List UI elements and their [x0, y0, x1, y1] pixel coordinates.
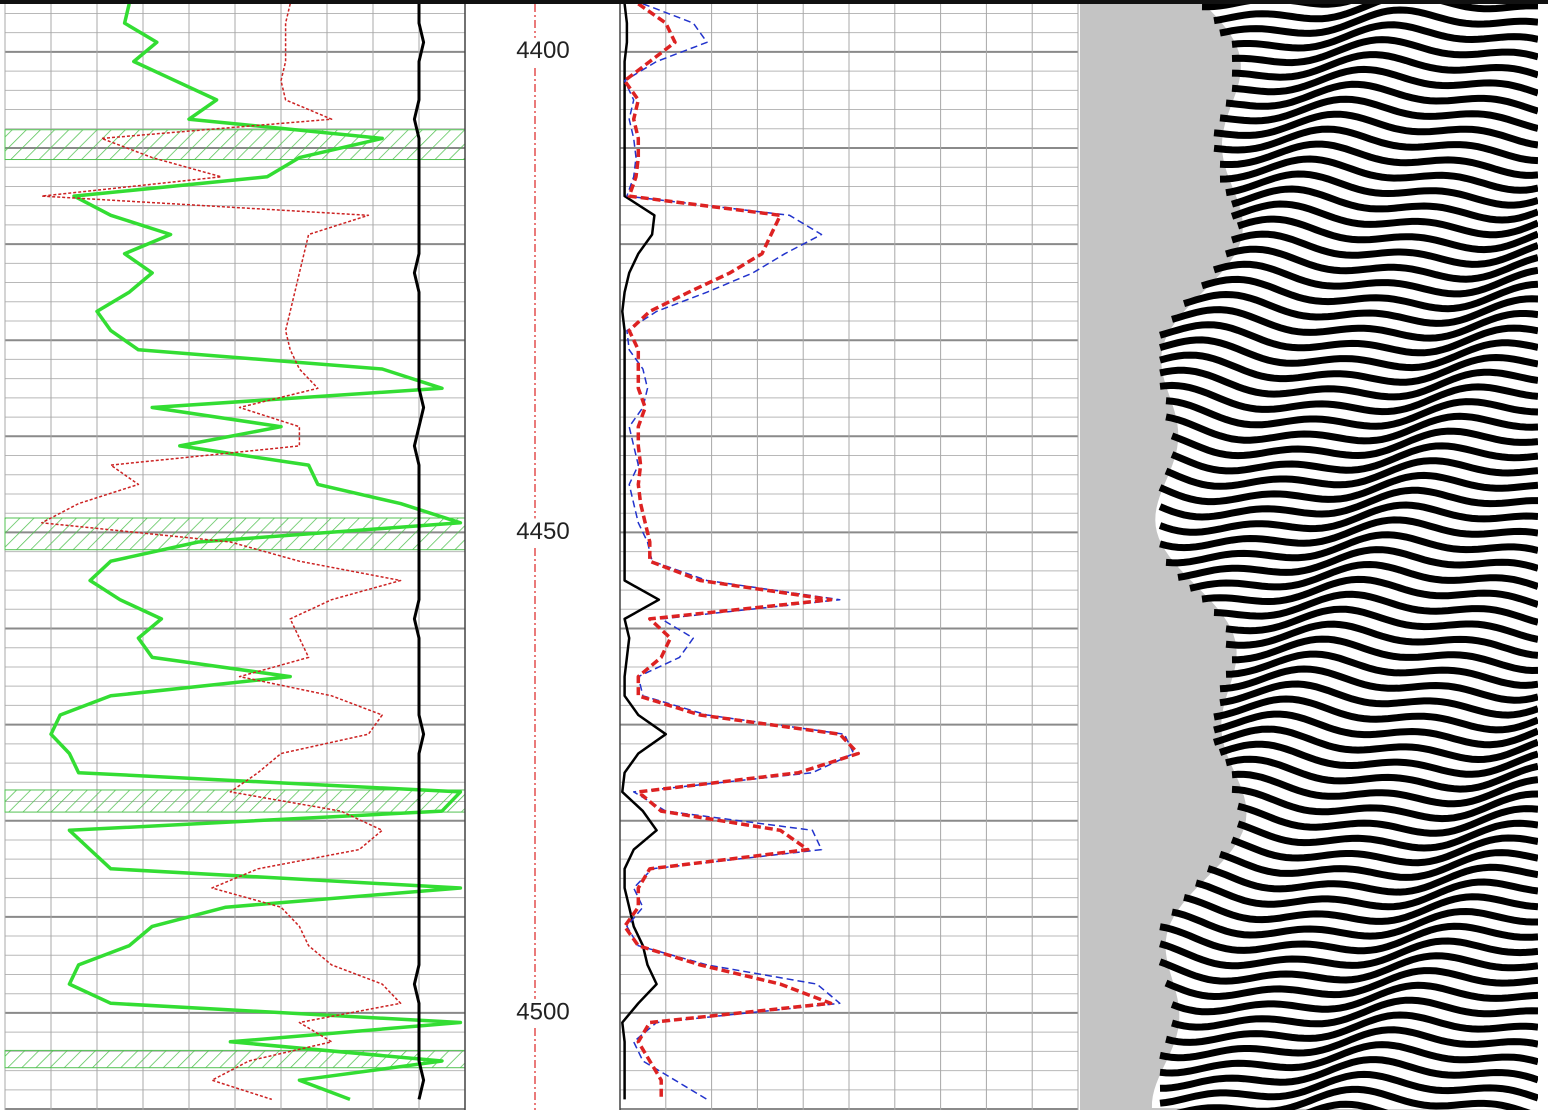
- seismic-event: [1213, 125, 1539, 165]
- seismic-event: [1219, 6, 1539, 37]
- shaded-interval: [4, 129, 466, 161]
- seismic-event: [1213, 110, 1539, 149]
- seismic-event: [1231, 65, 1540, 97]
- depth-label: 4450: [516, 518, 569, 545]
- seismic-event: [1159, 321, 1539, 357]
- seismic-event: [1159, 381, 1539, 416]
- seismic-event: [1159, 1070, 1540, 1107]
- seismic-event: [1170, 981, 1539, 1016]
- seismic-event: [1225, 755, 1539, 793]
- seismic-event: [1212, 725, 1540, 764]
- seismic-event: [1225, 650, 1539, 689]
- seismic-event: [1165, 1011, 1539, 1046]
- top-border: [0, 0, 1548, 4]
- seismic-event: [1159, 937, 1539, 970]
- seismic-event: [1236, 215, 1540, 254]
- seismic-event: [1305, 1100, 1389, 1110]
- seismic-event: [1231, 36, 1539, 67]
- seismic-event: [1158, 471, 1539, 506]
- seismic-event: [1206, 863, 1539, 896]
- seismic-event: [1230, 834, 1539, 867]
- seismic-event: [1237, 802, 1539, 837]
- seismic-event: [1158, 501, 1539, 536]
- seismic-event: [1177, 546, 1540, 581]
- seismic-event: [1218, 740, 1540, 778]
- seismic-event: [1225, 245, 1539, 283]
- seismic-event: [1170, 427, 1539, 460]
- log-curve: [623, 4, 855, 1101]
- seismic-event: [1183, 893, 1539, 925]
- seismic-frame: [1538, 4, 1548, 1110]
- seismic-event: [1219, 665, 1539, 704]
- log-curve: [49, 4, 463, 1102]
- seismic-event: [1159, 336, 1539, 372]
- depth-label: 4400: [516, 37, 569, 64]
- depth-label-bg: [512, 518, 574, 547]
- depth-label-bg: [512, 998, 574, 1027]
- seismic-event: [1159, 922, 1539, 955]
- seismic-event: [1219, 140, 1539, 179]
- seismic-event: [1159, 1041, 1539, 1077]
- log-curve: [412, 4, 426, 1100]
- seismic-event: [1159, 351, 1539, 386]
- seismic-event: [1225, 80, 1540, 115]
- grid: [4, 4, 1079, 1110]
- depth-label-bg: [512, 37, 574, 66]
- depth-label: 4500: [516, 998, 569, 1025]
- seismic-event: [1165, 397, 1539, 430]
- seismic-event: [1159, 366, 1539, 401]
- shaded-interval: [4, 517, 466, 551]
- seismic-event: [1231, 51, 1540, 81]
- seismic-event: [1182, 290, 1539, 327]
- seismic-event: [1231, 785, 1539, 823]
- seismic-event: [1231, 635, 1539, 675]
- seismic-event: [1189, 560, 1540, 592]
- seismic-event: [1158, 952, 1539, 985]
- seismic-event: [1230, 230, 1540, 268]
- seismic-event: [1159, 516, 1539, 552]
- log-curve: [622, 4, 860, 1100]
- curves: [4, 4, 860, 1102]
- seismic-event: [1219, 95, 1539, 132]
- seismic-panel: [1080, 0, 1548, 1110]
- seismic-event: [1171, 306, 1539, 342]
- seismic-event: [1200, 275, 1539, 313]
- seismic-event: [1171, 996, 1539, 1031]
- log-curve: [41, 4, 402, 1101]
- seismic-event: [1225, 620, 1539, 659]
- seismic-event: [1164, 457, 1539, 490]
- seismic-event: [1219, 680, 1540, 719]
- seismic-event: [1159, 1026, 1539, 1062]
- seismic-event: [1176, 1085, 1531, 1110]
- seismic-event: [1231, 21, 1539, 52]
- seismic-event: [1159, 1056, 1540, 1092]
- seismic-event: [1195, 878, 1539, 911]
- seismic-event: [1231, 770, 1539, 808]
- seismic-event: [1171, 907, 1538, 940]
- shaded-interval: [4, 1049, 466, 1069]
- seismic-event: [1219, 155, 1539, 194]
- seismic-event: [1230, 200, 1540, 239]
- log-curve: [621, 4, 668, 1100]
- seismic-event: [1218, 849, 1539, 881]
- seismic-event: [1230, 185, 1540, 224]
- seismic-event: [1236, 819, 1539, 852]
- seismic-event: [1165, 531, 1539, 567]
- seismic-event: [1213, 710, 1540, 749]
- seismic-event: [1212, 260, 1539, 298]
- seismic-event: [1213, 590, 1539, 626]
- seismic-event: [1164, 967, 1539, 1001]
- depth-labels: 4400 4450 4500: [512, 37, 574, 1027]
- seismic-event: [1165, 412, 1539, 445]
- seismic-event: [1158, 486, 1538, 521]
- seismic-event: [1213, 695, 1540, 734]
- seismic-event: [1170, 442, 1539, 475]
- seismic-event: [1225, 605, 1539, 643]
- seismic-event: [1201, 575, 1540, 608]
- seismic-event: [1225, 170, 1540, 209]
